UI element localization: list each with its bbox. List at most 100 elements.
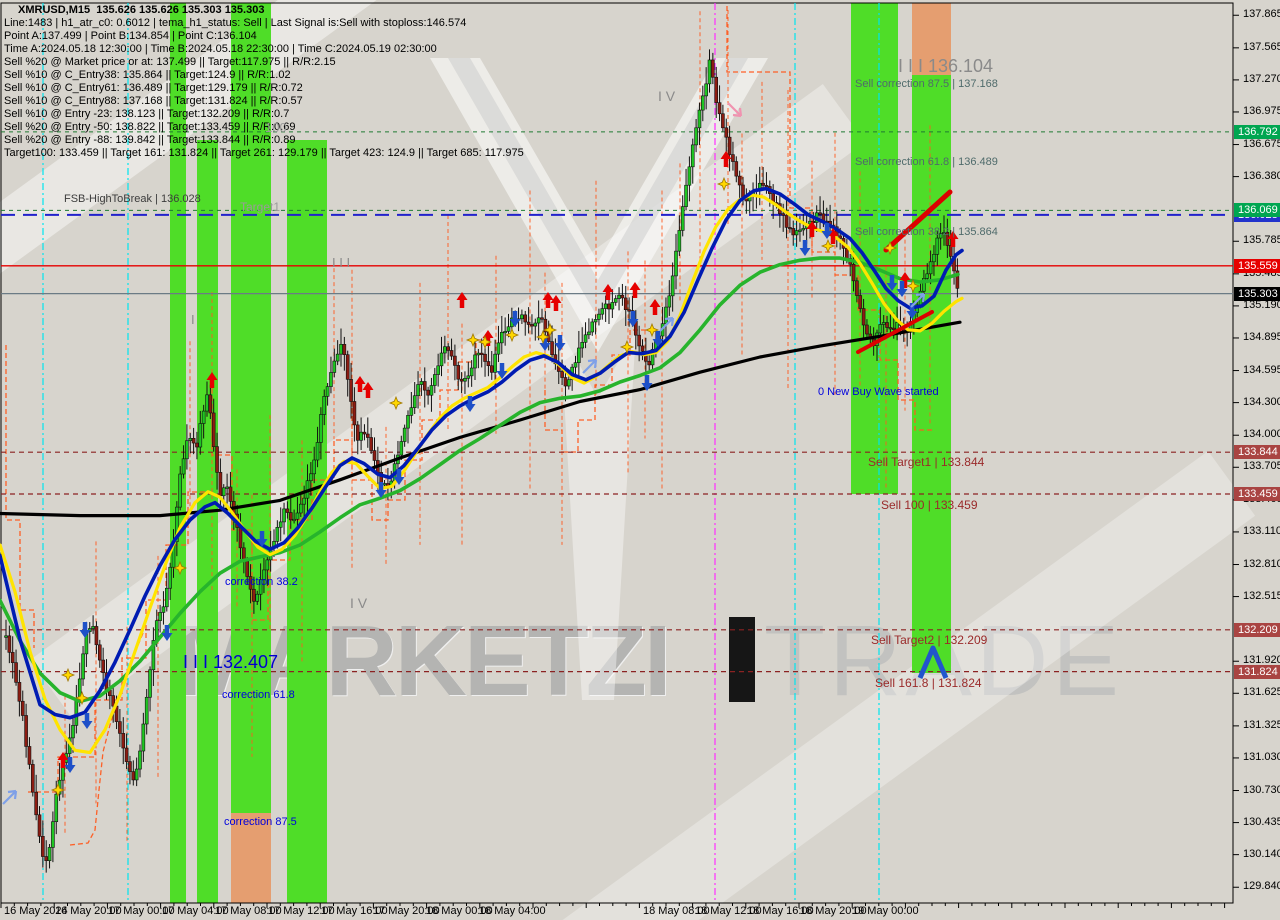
- symbol-title: XMRUSD,M15 135.626 135.626 135.303 135.3…: [18, 4, 265, 16]
- sell-arrow-icon: [602, 284, 614, 300]
- time-tick-label: 17 May 08:00: [215, 905, 282, 917]
- sell-target2-label: Sell Target2 | 132.209: [871, 633, 988, 647]
- sell-arrow-icon: [550, 295, 562, 311]
- sell-arrow-icon: [899, 272, 911, 288]
- price-badge-133.844: 133.844: [1234, 445, 1280, 460]
- hollow-up-arrow-icon: [582, 358, 598, 374]
- price-badge-136.069: 136.069: [1234, 203, 1280, 218]
- buy-arrow-icon: [821, 223, 833, 239]
- buy-arrow-icon: [799, 240, 811, 256]
- info-line-6: Sell %10 @ C_Entry61: 136.489 || Target:…: [4, 82, 303, 94]
- info-line-5: Sell %10 @ C_Entry38: 135.864 || Target:…: [4, 69, 291, 81]
- price-tick-label: 134.000: [1243, 428, 1280, 441]
- price-tick-label: 134.300: [1243, 395, 1280, 408]
- price-tick-label: 129.840: [1243, 880, 1280, 893]
- time-tick-label: 18 May 08:00: [643, 905, 710, 917]
- band-green: [197, 140, 218, 903]
- sell-arrow-icon: [542, 292, 554, 308]
- triangle-marker: [917, 645, 949, 679]
- buy-arrow-icon: [896, 281, 908, 297]
- star-marker-icon: [60, 667, 76, 683]
- hollow-up-arrow-icon: [2, 789, 18, 805]
- price-tick-label: 134.895: [1243, 330, 1280, 343]
- star-marker-icon: [465, 332, 481, 348]
- star-marker-icon: [50, 782, 66, 798]
- time-tick-label: 17 May 20:00: [373, 905, 440, 917]
- price-badge-132.209: 132.209: [1234, 622, 1280, 637]
- time-tick-label: 17 May 12:00: [268, 905, 335, 917]
- wave-label-3: I I I: [332, 255, 351, 270]
- price-tick-label: 131.920: [1243, 654, 1280, 667]
- star-marker-icon: [74, 690, 90, 706]
- time-tick-label: 17 May 04:00: [162, 905, 229, 917]
- sell-arrow-icon: [206, 372, 218, 388]
- time-tick-label: 16 May 2024: [4, 905, 68, 917]
- info-line-11: Target100: 133.459 || Target 161: 131.82…: [4, 147, 524, 159]
- sell-arrow-icon: [720, 151, 732, 167]
- buy-arrow-icon: [652, 331, 664, 347]
- fsb-high-to-break-label: FSB-HighToBreak | 136.028: [64, 193, 201, 205]
- price-tick-label: 131.030: [1243, 750, 1280, 763]
- info-line-10: Sell %20 @ Entry -88: 139.842 || Target:…: [4, 134, 296, 146]
- buy-arrow-icon: [161, 625, 173, 641]
- price-badge-135.303: 135.303: [1234, 286, 1280, 301]
- price-tick-label: 137.865: [1243, 8, 1280, 21]
- sell-arrow-icon: [354, 376, 366, 392]
- price-tick-label: 137.565: [1243, 40, 1280, 53]
- price-tick-label: 137.270: [1243, 72, 1280, 85]
- red-trendline[interactable]: [883, 189, 953, 253]
- buy-arrow-icon: [627, 311, 639, 327]
- price-badge-131.824: 131.824: [1234, 664, 1280, 679]
- wave-label-4a: I V: [350, 595, 368, 611]
- watermark-separator-bar: [729, 617, 755, 702]
- star-marker-icon: [716, 176, 732, 192]
- wave-label-1: I: [191, 312, 195, 327]
- sell-1618-label: Sell 161.8 | 131.824: [875, 676, 982, 690]
- buy-arrow-icon: [496, 363, 508, 379]
- ma-yellow: [0, 193, 964, 755]
- price-tick-label: 135.785: [1243, 234, 1280, 247]
- price-tick-label: 136.380: [1243, 169, 1280, 182]
- target1-gray-label: Target1: [240, 200, 281, 214]
- price-tick-label: 136.975: [1243, 104, 1280, 117]
- sell-arrow-icon: [649, 299, 661, 315]
- star-marker-icon: [477, 334, 493, 350]
- time-tick-label: 18 May 12:00: [695, 905, 762, 917]
- buy-arrow-icon: [256, 531, 268, 547]
- info-line-4: Sell %20 @ Market price or at: 137.499 |…: [4, 56, 336, 68]
- buy-arrow-icon: [375, 482, 387, 498]
- red-trendline[interactable]: [856, 310, 934, 354]
- band-green: [231, 3, 271, 813]
- buy-arrow-icon: [79, 622, 91, 638]
- buy-arrow-icon: [64, 757, 76, 773]
- hollow-up-arrow-icon: [910, 292, 926, 308]
- band-orange: [231, 813, 271, 903]
- price-tick-label: 131.325: [1243, 718, 1280, 731]
- sell-correction-875: Sell correction 87.5 | 137.168: [855, 78, 998, 90]
- sell-arrow-icon: [629, 282, 641, 298]
- sell-arrow-icon: [947, 231, 959, 247]
- star-marker-icon: [542, 322, 558, 338]
- sell-arrow-icon: [456, 292, 468, 308]
- buy-arrow-icon: [81, 713, 93, 729]
- wave-count-blue: I I I 132.407: [183, 652, 279, 672]
- info-line-9: Sell %20 @ Entry -50: 138.822 || Target:…: [4, 121, 296, 133]
- price-badge-136.792: 136.792: [1234, 124, 1280, 139]
- sell-correction-618: Sell correction 61.8 | 136.489: [855, 156, 998, 168]
- sell-correction-382: Sell correction 38.2 | 135.864: [855, 226, 998, 238]
- price-tick-label: 134.595: [1243, 363, 1280, 376]
- time-tick-label: 18 May 00:00: [426, 905, 493, 917]
- time-tick-label: 18 May 04:00: [479, 905, 546, 917]
- buy-arrow-icon: [509, 311, 521, 327]
- price-badge-135.559: 135.559: [1234, 258, 1280, 273]
- time-tick-label: 18 May 16:00: [747, 905, 814, 917]
- star-marker-icon: [504, 327, 520, 343]
- ma-green: [0, 256, 960, 704]
- price-tick-label: 133.705: [1243, 460, 1280, 473]
- buy-arrow-icon: [554, 335, 566, 351]
- star-marker-icon: [388, 395, 404, 411]
- buy-arrow-icon: [886, 275, 898, 291]
- price-tick-label: 131.625: [1243, 686, 1280, 699]
